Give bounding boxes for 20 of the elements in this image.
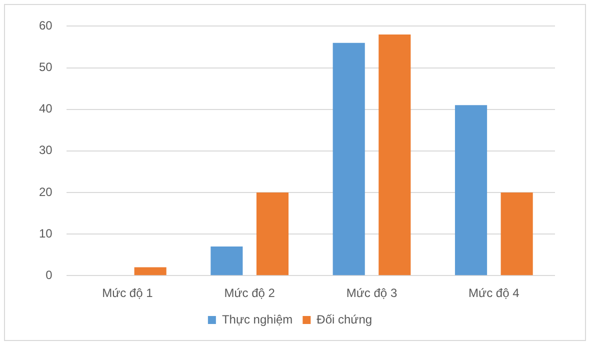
x-tick-label: Mức độ 3 xyxy=(346,286,398,300)
legend-label: Đối chứng xyxy=(316,312,372,326)
x-tick-label: Mức độ 2 xyxy=(224,286,276,300)
x-tick-label: Mức độ 1 xyxy=(102,286,154,300)
y-tick-label: 30 xyxy=(38,143,53,158)
y-tick-label: 0 xyxy=(46,268,53,282)
bar xyxy=(454,105,488,276)
y-tick-label: 60 xyxy=(38,18,53,33)
y-tick-label: 10 xyxy=(38,226,53,240)
legend-label: Thực nghiệm xyxy=(222,312,293,326)
y-tick-label: 50 xyxy=(38,60,53,74)
bar xyxy=(134,267,166,276)
bar xyxy=(256,192,289,276)
x-tick-label: Mức độ 4 xyxy=(468,286,520,300)
bar xyxy=(210,246,243,276)
bar xyxy=(378,34,411,276)
y-tick-label: 20 xyxy=(38,184,53,199)
bar xyxy=(332,42,365,276)
y-tick-label: 40 xyxy=(38,102,53,116)
bar xyxy=(500,192,533,276)
